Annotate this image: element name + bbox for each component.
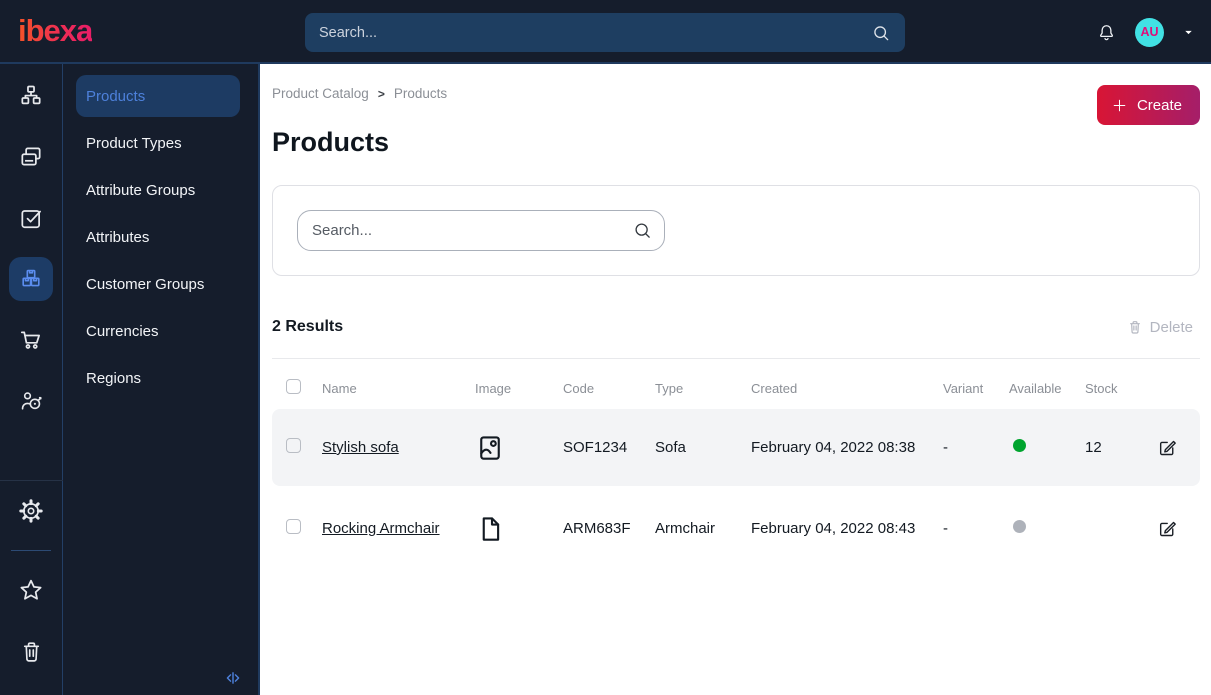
rail-divider: [0, 480, 63, 481]
product-variant: -: [943, 520, 948, 537]
plus-icon: [1111, 97, 1128, 114]
product-code: ARM683F: [563, 520, 631, 537]
segments-target-icon[interactable]: [9, 379, 53, 423]
column-header-available: Available: [1009, 380, 1062, 396]
rail-divider-short: [11, 550, 51, 551]
commerce-cart-icon[interactable]: [9, 318, 53, 362]
sidebar-item-attribute-groups[interactable]: Attribute Groups: [86, 181, 196, 199]
edit-button[interactable]: [1157, 437, 1178, 458]
notifications-bell-icon[interactable]: [1096, 22, 1117, 43]
product-name-link[interactable]: Stylish sofa: [322, 439, 399, 456]
column-header-code: Code: [563, 380, 595, 396]
edit-button[interactable]: [1157, 518, 1178, 539]
create-button[interactable]: Create: [1096, 85, 1200, 125]
content-structure-icon[interactable]: [9, 74, 53, 118]
breadcrumb-separator: >: [377, 86, 385, 101]
product-type: Armchair: [655, 520, 716, 537]
product-code: SOF1234: [563, 439, 628, 456]
pages-icon[interactable]: [9, 135, 53, 179]
table-separator: [272, 358, 1200, 359]
availability-dot: [1013, 520, 1026, 533]
product-type: Sofa: [655, 439, 686, 456]
product-stock: 12: [1085, 439, 1102, 456]
tasks-checkbox-icon[interactable]: [9, 196, 53, 240]
product-name-link[interactable]: Rocking Armchair: [322, 520, 440, 537]
user-menu-chevron-down-icon[interactable]: [1182, 26, 1195, 39]
product-search-field: [297, 210, 665, 251]
row-checkbox[interactable]: [286, 438, 301, 453]
bookmarks-star-icon[interactable]: [9, 568, 53, 612]
results-bar: 2 Results Delete: [272, 318, 1200, 336]
global-search-input[interactable]: [319, 24, 871, 41]
ibexa-logo[interactable]: ibexa: [18, 13, 93, 48]
sidebar-item-customer-groups[interactable]: Customer Groups: [86, 275, 205, 293]
sidebar-item-attributes[interactable]: Attributes: [86, 228, 150, 246]
search-icon[interactable]: [871, 23, 891, 43]
product-search-input[interactable]: [297, 210, 665, 251]
breadcrumb-product-catalog[interactable]: Product Catalog: [272, 86, 369, 101]
topbar-right-cluster: AU: [1096, 0, 1195, 64]
file-icon: [475, 513, 563, 545]
image-icon: [475, 432, 563, 464]
availability-dot: [1013, 439, 1026, 452]
table-row: Stylish sofa SOF1234 Sofa February 04, 2…: [272, 409, 1200, 486]
avatar[interactable]: AU: [1135, 17, 1164, 47]
trash-icon: [1127, 319, 1143, 335]
delete-button[interactable]: Delete: [1127, 319, 1200, 336]
product-catalog-boxes-icon[interactable]: [9, 257, 53, 301]
sidebar-item-products[interactable]: Products: [76, 75, 240, 117]
column-header-created: Created: [751, 380, 798, 396]
main-content: Product Catalog > Products Create Produc…: [260, 64, 1211, 695]
catalog-sidebar: Products Product Types Attribute Groups …: [63, 64, 260, 695]
table-header: Name Image Code Type Created Variant Ava…: [272, 367, 1200, 409]
settings-gear-icon[interactable]: [9, 489, 53, 533]
product-variant: -: [943, 439, 948, 456]
create-button-label: Create: [1136, 96, 1182, 114]
top-bar: ibexa AU: [0, 0, 1211, 64]
table-row: Rocking Armchair ARM683F Armchair Februa…: [272, 490, 1200, 567]
breadcrumb: Product Catalog > Products: [272, 86, 1200, 101]
row-checkbox[interactable]: [286, 519, 301, 534]
icon-rail: [0, 64, 63, 695]
column-header-variant: Variant: [943, 380, 984, 396]
product-created: February 04, 2022 08:38: [751, 439, 916, 456]
select-all-checkbox[interactable]: [286, 379, 301, 394]
column-header-type: Type: [655, 380, 684, 396]
column-header-name: Name: [322, 380, 357, 396]
product-created: February 04, 2022 08:43: [751, 520, 916, 537]
page-title: Products: [272, 127, 390, 157]
breadcrumb-products[interactable]: Products: [393, 86, 448, 101]
sidebar-collapse-icon[interactable]: [224, 669, 242, 687]
global-search[interactable]: [305, 13, 905, 52]
filter-card: [272, 185, 1200, 276]
column-header-image: Image: [475, 380, 512, 396]
trash-icon[interactable]: [9, 629, 53, 673]
results-count: 2 Results: [272, 318, 344, 335]
sidebar-item-regions[interactable]: Regions: [86, 369, 142, 387]
sidebar-item-currencies[interactable]: Currencies: [86, 322, 159, 340]
column-header-stock: Stock: [1085, 380, 1118, 396]
delete-button-label: Delete: [1149, 318, 1193, 336]
sidebar-item-product-types[interactable]: Product Types: [86, 134, 182, 152]
